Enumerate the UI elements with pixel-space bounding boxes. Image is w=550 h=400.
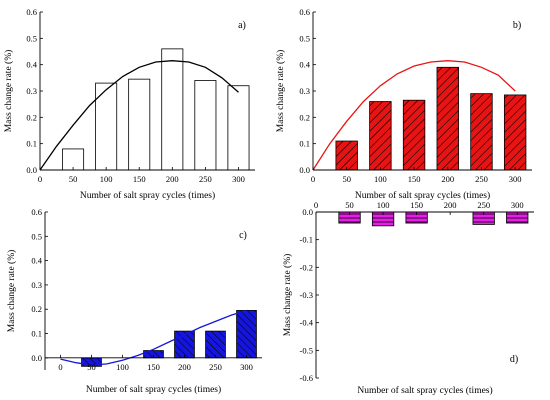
x-tick-label: 100	[100, 174, 113, 184]
y-tick-label: 0.1	[299, 139, 310, 149]
fit-line	[60, 309, 247, 366]
y-tick-label: 0.2	[299, 112, 310, 122]
bar-hatch	[236, 310, 257, 358]
bar-hatch	[472, 212, 495, 225]
fit-line	[39, 60, 239, 171]
bar-hatch	[369, 101, 392, 170]
bar	[161, 48, 183, 170]
x-tick-label: 200	[441, 174, 454, 184]
x-tick-label: 200	[166, 174, 179, 184]
y-tick-label: -0.2	[300, 262, 313, 272]
x-tick-label: 50	[69, 174, 78, 184]
y-tick-label: 0.4	[31, 256, 42, 266]
bar-hatch	[504, 94, 526, 170]
bar	[95, 83, 117, 170]
x-tick-label: 100	[116, 362, 129, 372]
bar	[194, 80, 216, 170]
x-tick-label: 250	[477, 200, 490, 210]
y-tick-label: 0.4	[26, 60, 37, 70]
x-axis-title: Number of salt spray cycles (times)	[80, 190, 215, 201]
x-tick-label: 300	[511, 200, 524, 210]
y-tick-label: 0.3	[26, 86, 37, 96]
x-tick-label: 50	[345, 200, 354, 210]
chart-panel-d: 0.0 -0.1 -0.2 -0.3 -0.4 -0.5 -0.6 0 50 100 150 200 2…	[282, 200, 534, 396]
bar-hatch	[372, 212, 394, 226]
x-tick-label: 250	[199, 174, 212, 184]
y-tick-label: 0.6	[299, 7, 310, 17]
bar-hatch	[506, 212, 528, 224]
bar	[128, 79, 150, 170]
y-tick-label: 0.0	[302, 207, 313, 217]
chart-panel-b: 0.0 0.1 0.2 0.3 0.4 0.5 0.6 0 50 100 150 200 250 300 N…	[275, 7, 532, 201]
y-tick-label: 0.5	[26, 33, 37, 43]
y-tick-label: 0.5	[299, 33, 310, 43]
x-tick-label: 300	[240, 362, 253, 372]
y-tick-label: 0.5	[31, 231, 42, 241]
y-axis-title: Mass change rate (%)	[3, 50, 14, 133]
bar-hatch	[335, 141, 358, 170]
y-tick-label: 0.0	[299, 165, 310, 175]
y-axis-title: Mass change rate (%)	[6, 250, 17, 333]
y-tick-label: -0.6	[300, 373, 313, 383]
x-axis-title: Number of salt spray cycles (times)	[86, 384, 221, 395]
x-tick-label: 100	[374, 174, 387, 184]
y-tick-label: 0.4	[299, 60, 310, 70]
y-tick-label: 0.3	[299, 86, 310, 96]
x-tick-label: 200	[178, 362, 191, 372]
y-tick-label: 0.2	[31, 304, 42, 314]
y-tick-label: 0.2	[26, 112, 37, 122]
fit-line	[312, 60, 516, 171]
bar-hatch	[205, 331, 226, 358]
y-tick-label: -0.3	[300, 290, 313, 300]
y-tick-label: 0.0	[31, 353, 42, 363]
y-tick-label: 0.3	[31, 280, 42, 290]
y-tick-label: -0.4	[300, 318, 314, 328]
x-axis-title: Number of salt spray cycles (times)	[357, 385, 492, 396]
panel-label: d)	[510, 354, 518, 365]
bar-hatch	[436, 67, 459, 170]
x-tick-label: 250	[209, 362, 222, 372]
x-tick-label: 150	[133, 174, 146, 184]
chart-panel-a: 0.0 0.1 0.2 0.3 0.4 0.5 0.6 0 50 100 150 200 250 300 N…	[3, 7, 255, 201]
x-tick-label: 50	[87, 362, 96, 372]
x-tick-label: 50	[342, 174, 351, 184]
bar	[62, 148, 84, 170]
x-tick-label: 0	[58, 362, 62, 372]
x-tick-label: 0	[38, 174, 42, 184]
bar	[227, 85, 250, 170]
y-tick-label: 0.6	[26, 7, 37, 17]
y-axis-title: Mass change rate (%)	[282, 254, 293, 337]
y-tick-label: 0.1	[26, 139, 37, 149]
panel-label: a)	[238, 20, 246, 31]
bar-hatch	[470, 93, 493, 170]
bar-hatch	[81, 357, 102, 367]
y-tick-label: 0.0	[26, 165, 37, 175]
y-axis-title: Mass change rate (%)	[275, 50, 286, 133]
x-tick-label: 200	[444, 200, 457, 210]
x-tick-label: 0	[311, 174, 315, 184]
x-tick-label: 150	[147, 362, 160, 372]
x-tick-label: 100	[377, 200, 390, 210]
bar-hatch	[338, 212, 361, 224]
panel-label: b)	[513, 20, 521, 31]
x-tick-label: 150	[410, 200, 423, 210]
x-tick-label: 300	[232, 174, 245, 184]
x-tick-label: 250	[475, 174, 488, 184]
bar-hatch	[405, 212, 428, 224]
x-axis-title: Number of salt spray cycles (times)	[355, 190, 490, 201]
y-tick-label: 0.6	[31, 207, 42, 217]
bar-hatch	[403, 100, 425, 170]
x-tick-label: 300	[509, 174, 522, 184]
chart-panel-c: 0.0 0.1 0.2 0.3 0.4 0.5 0.6 0 50 100 150 200 250 300 N…	[6, 207, 262, 395]
bar-hatch	[143, 350, 164, 358]
y-tick-label: -0.5	[300, 345, 313, 355]
panel-label: c)	[239, 230, 247, 241]
y-tick-label: -0.1	[300, 235, 313, 245]
x-tick-label: 0	[314, 200, 318, 210]
y-tick-label: 0.1	[31, 329, 42, 339]
x-tick-label: 150	[408, 174, 421, 184]
